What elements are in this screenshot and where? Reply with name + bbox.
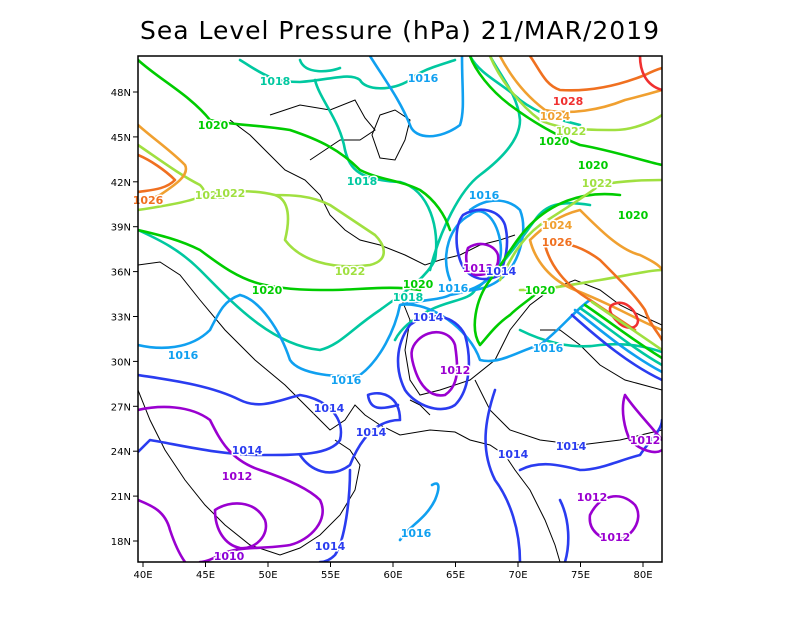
contour-label: 1020 [539,135,570,148]
contour-label: 1012 [630,434,661,447]
contour-label: 1022 [215,187,246,200]
contour-label: 1018 [393,291,424,304]
contour-label: 1012 [222,470,253,483]
contour-label: 1014 [556,440,587,453]
contour-label: 1014 [232,444,263,457]
contour-1012 [464,242,500,277]
contour-1012-south [138,393,662,562]
y-tick-label: 42N [111,178,131,189]
contour-1018 [138,58,438,352]
contour-label: 1022 [556,125,587,138]
x-tick-label: 55E [321,570,340,581]
y-tick-label: 39N [111,223,131,234]
y-tick-label: 21N [111,492,131,503]
contour-label: 1020 [403,278,434,291]
contour-label: 1028 [553,95,584,108]
x-tick-label: 40E [133,570,152,581]
map-title: Sea Level Pressure (hPa) 21/MAR/2019 [139,16,661,45]
contour-1014 [455,208,509,281]
contour-label: 1012 [463,262,494,275]
contour-label: 1012 [577,491,608,504]
y-tick-label: 45N [111,133,131,144]
y-tick-label: 30N [111,357,131,368]
contour-label: 1022 [195,189,226,202]
contour-1016 [368,56,465,138]
contour-1024 [138,56,662,332]
contour-gradient-1018 [578,306,662,367]
contour-1022 [138,56,662,292]
contour-label: 1012 [440,364,471,377]
contour-gradient-1014 [570,313,662,382]
x-tick-label: 45E [196,570,215,581]
contour-label: 1014 [356,426,387,439]
contour-1012 [410,331,459,397]
x-tick-label: 70E [508,570,527,581]
contour-label: 1020 [198,119,229,132]
contour-labels: 1018 101610201018102810241022102010201022… [131,71,662,565]
contour-label: 1024 [542,219,573,232]
y-tick-label: 48N [111,88,131,99]
contour-label: 1014 [498,448,529,461]
contour-1018 [238,58,457,90]
contour-1020 [138,56,662,347]
contour-label: 1022 [335,265,366,278]
contour-label: 1026 [542,236,573,249]
contour-label: 1012 [600,531,631,544]
y-tick-label: 36N [111,268,131,279]
x-tick-label: 80E [633,570,652,581]
contour-label: 1016 [401,527,432,540]
contour-label: 1016 [533,342,564,355]
contour-gradient-1016 [573,308,662,374]
contours [138,56,662,562]
y-tick-label: 33N [111,313,131,324]
x-tick-label: 60E [383,570,402,581]
contour-label: 1020 [618,209,649,222]
contour-label: 1020 [578,159,609,172]
contour-label: 1016 [331,374,362,387]
contour-label: 1016 [438,282,469,295]
contour-label: 1018 [260,75,291,88]
y-tick-label: 27N [111,402,131,413]
y-axis: 48N 45N 42N 39N 36N 33N 30N 27N 24N 21N 18N [111,88,138,548]
contour-label: 1010 [214,550,245,563]
contour-label: 1024 [540,110,571,123]
contour-label: 1020 [525,284,556,297]
x-tick-label: 75E [571,570,590,581]
contour-gradient-1022 [590,300,662,352]
contour-1014 [396,315,471,411]
contour-label: 1014 [314,402,345,415]
x-tick-label: 65E [446,570,465,581]
contour-label: 1026 [133,194,164,207]
contour-label: 1016 [168,349,199,362]
contour-1026 [138,56,662,342]
x-tick-label: 50E [258,570,277,581]
y-tick-label: 18N [111,537,131,548]
contour-label: 1020 [252,284,283,297]
contour-1016 [138,199,592,378]
contour-label: 1016 [469,189,500,202]
contour-1014-south [138,373,662,562]
contour-label: 1022 [582,177,613,190]
x-axis: 40E 45E 50E 55E 60E 65E 70E 75E 80E [133,562,653,581]
contour-label: 1018 [347,175,378,188]
contour-label: 1016 [408,72,439,85]
contour-1016-south [398,482,440,542]
contour-label: 1014 [315,540,346,553]
y-tick-label: 24N [111,447,131,458]
contour-label: 1014 [486,265,517,278]
plot-frame [137,55,663,563]
contour-gradient-1020 [583,303,662,360]
contour-label: 1014 [413,311,444,324]
